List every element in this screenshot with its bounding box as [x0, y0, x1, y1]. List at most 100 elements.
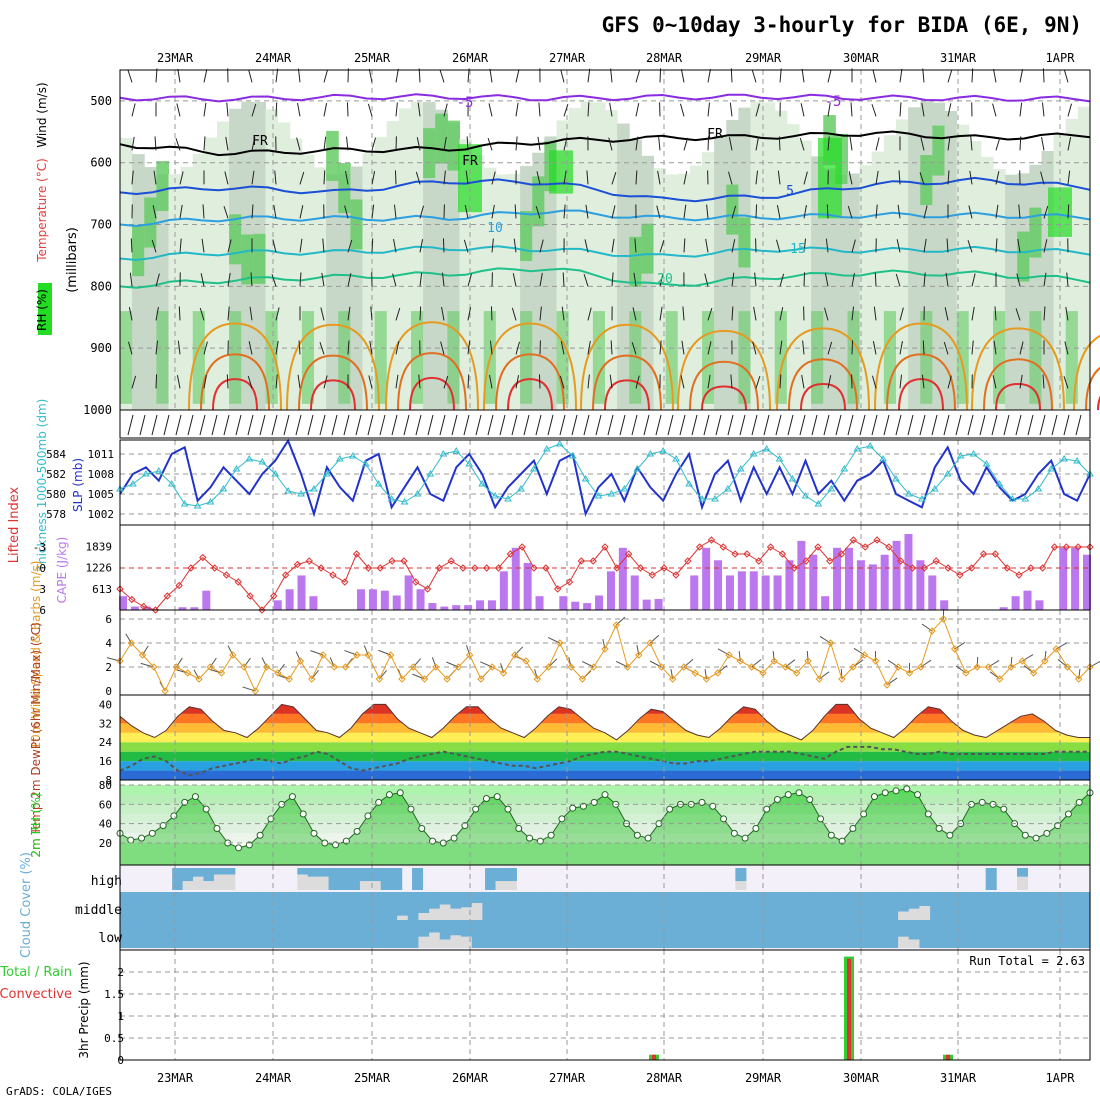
rh2m-marker — [418, 825, 426, 832]
thickness-marker — [310, 485, 318, 492]
rh-shade-column — [217, 121, 230, 410]
wind-barb — [995, 171, 1000, 185]
li-marker — [944, 564, 952, 572]
li-marker — [1003, 564, 1011, 572]
wind-barb — [922, 340, 925, 355]
wind-barb — [536, 171, 541, 185]
thickness-marker — [905, 490, 913, 497]
wind-barb — [896, 239, 901, 253]
wind-barb — [130, 238, 133, 253]
wind10m-marker — [950, 645, 959, 653]
rh-shade-column — [326, 174, 339, 410]
li-marker — [932, 557, 940, 565]
rh-shade-column — [908, 107, 921, 411]
li-marker — [435, 564, 444, 572]
pressure-axis-label: (millibars) — [65, 227, 80, 293]
wind-barb — [419, 205, 424, 219]
rh2m-marker — [159, 822, 167, 830]
wind-barb — [824, 307, 829, 321]
contour-label: FR — [707, 127, 723, 142]
thickness-marker — [1021, 495, 1030, 502]
wind-barb — [538, 102, 541, 117]
wind-barb — [754, 272, 757, 287]
cloud-gap-middle — [418, 913, 430, 920]
surface-barb — [499, 414, 506, 436]
wind10m-marker — [826, 639, 835, 647]
rh2m-marker — [666, 805, 674, 813]
cloud-bar-middle — [919, 892, 931, 906]
rh-low-column — [265, 311, 279, 404]
wind-barb — [827, 136, 830, 151]
wind10m-marker — [319, 651, 327, 659]
rh2m-band — [120, 823, 1090, 834]
cloud-bar-low — [120, 920, 132, 948]
rh2m-marker — [353, 827, 361, 835]
rh-high-column — [520, 211, 533, 262]
cloud-bar-low — [940, 920, 953, 948]
warm-contour — [212, 378, 258, 411]
rh2m-marker — [644, 834, 652, 842]
surface-barb — [1027, 414, 1034, 436]
cloud-bar-low — [770, 920, 782, 948]
wind10m-marker — [601, 645, 609, 653]
wind10m-marker — [939, 615, 948, 623]
thickness-marker — [956, 452, 965, 459]
wind-barb — [201, 238, 205, 253]
wind-barb — [539, 239, 544, 253]
wind-barb — [872, 341, 877, 355]
wind-barb — [801, 68, 805, 83]
wind-barb — [1018, 204, 1021, 219]
cape-bar — [999, 607, 1008, 610]
cloud-bar-middle — [727, 892, 739, 920]
cape-bar — [630, 575, 639, 610]
cloud-bar-high — [985, 868, 997, 890]
cape-bar — [499, 571, 508, 610]
precip-legend-total: Total / Rain — [0, 965, 72, 980]
slp-tick: 1002 — [88, 508, 115, 521]
wind-barb — [467, 307, 472, 321]
warm-contour — [995, 383, 1041, 411]
wind-barb — [803, 272, 806, 287]
warm-contour — [898, 378, 944, 411]
li-line — [119, 539, 1090, 611]
li-marker — [873, 536, 881, 544]
cloud-bar-low — [205, 920, 217, 948]
wind-barb — [827, 375, 832, 389]
surface-barb — [895, 414, 902, 436]
warm-contour — [483, 322, 577, 411]
rh2m-marker — [1021, 831, 1029, 839]
cape-bar — [392, 595, 401, 610]
wind-barb — [491, 238, 494, 253]
wind-barb — [635, 170, 638, 185]
rh2m-marker — [849, 825, 857, 832]
wind-barb — [1043, 205, 1049, 219]
cape-bar — [916, 560, 925, 610]
cape-bar — [1071, 547, 1080, 610]
rh-low-column — [120, 311, 133, 404]
wind10m-marker — [612, 621, 620, 629]
surface-barb — [667, 414, 674, 436]
li-marker — [624, 550, 633, 558]
wind-barb — [179, 238, 182, 253]
cloud-bar-low — [684, 920, 697, 948]
rh-shade-column — [750, 101, 764, 410]
li-marker — [920, 564, 929, 572]
cloud-bar-low — [951, 920, 963, 948]
wind10m-marker — [962, 669, 970, 677]
rh-high-column — [1017, 231, 1030, 282]
wind-barb — [176, 103, 181, 117]
cloud-bar-low — [1047, 920, 1059, 948]
wind-barb — [779, 374, 782, 389]
bottom-date-tick: 31MAR — [940, 1071, 977, 1085]
top-date-tick: 26MAR — [452, 51, 489, 65]
surface-barb — [811, 414, 818, 436]
surface-barb — [523, 414, 530, 436]
wind10m-marker — [1018, 657, 1027, 665]
cloud-bar-middle — [514, 892, 526, 920]
li-marker — [317, 564, 325, 572]
rh-shade-column — [605, 110, 618, 410]
cape-bar — [487, 600, 496, 610]
cloud-bar-low — [578, 920, 590, 948]
cloud-bar-middle — [663, 892, 675, 920]
wind-barb — [153, 170, 157, 185]
